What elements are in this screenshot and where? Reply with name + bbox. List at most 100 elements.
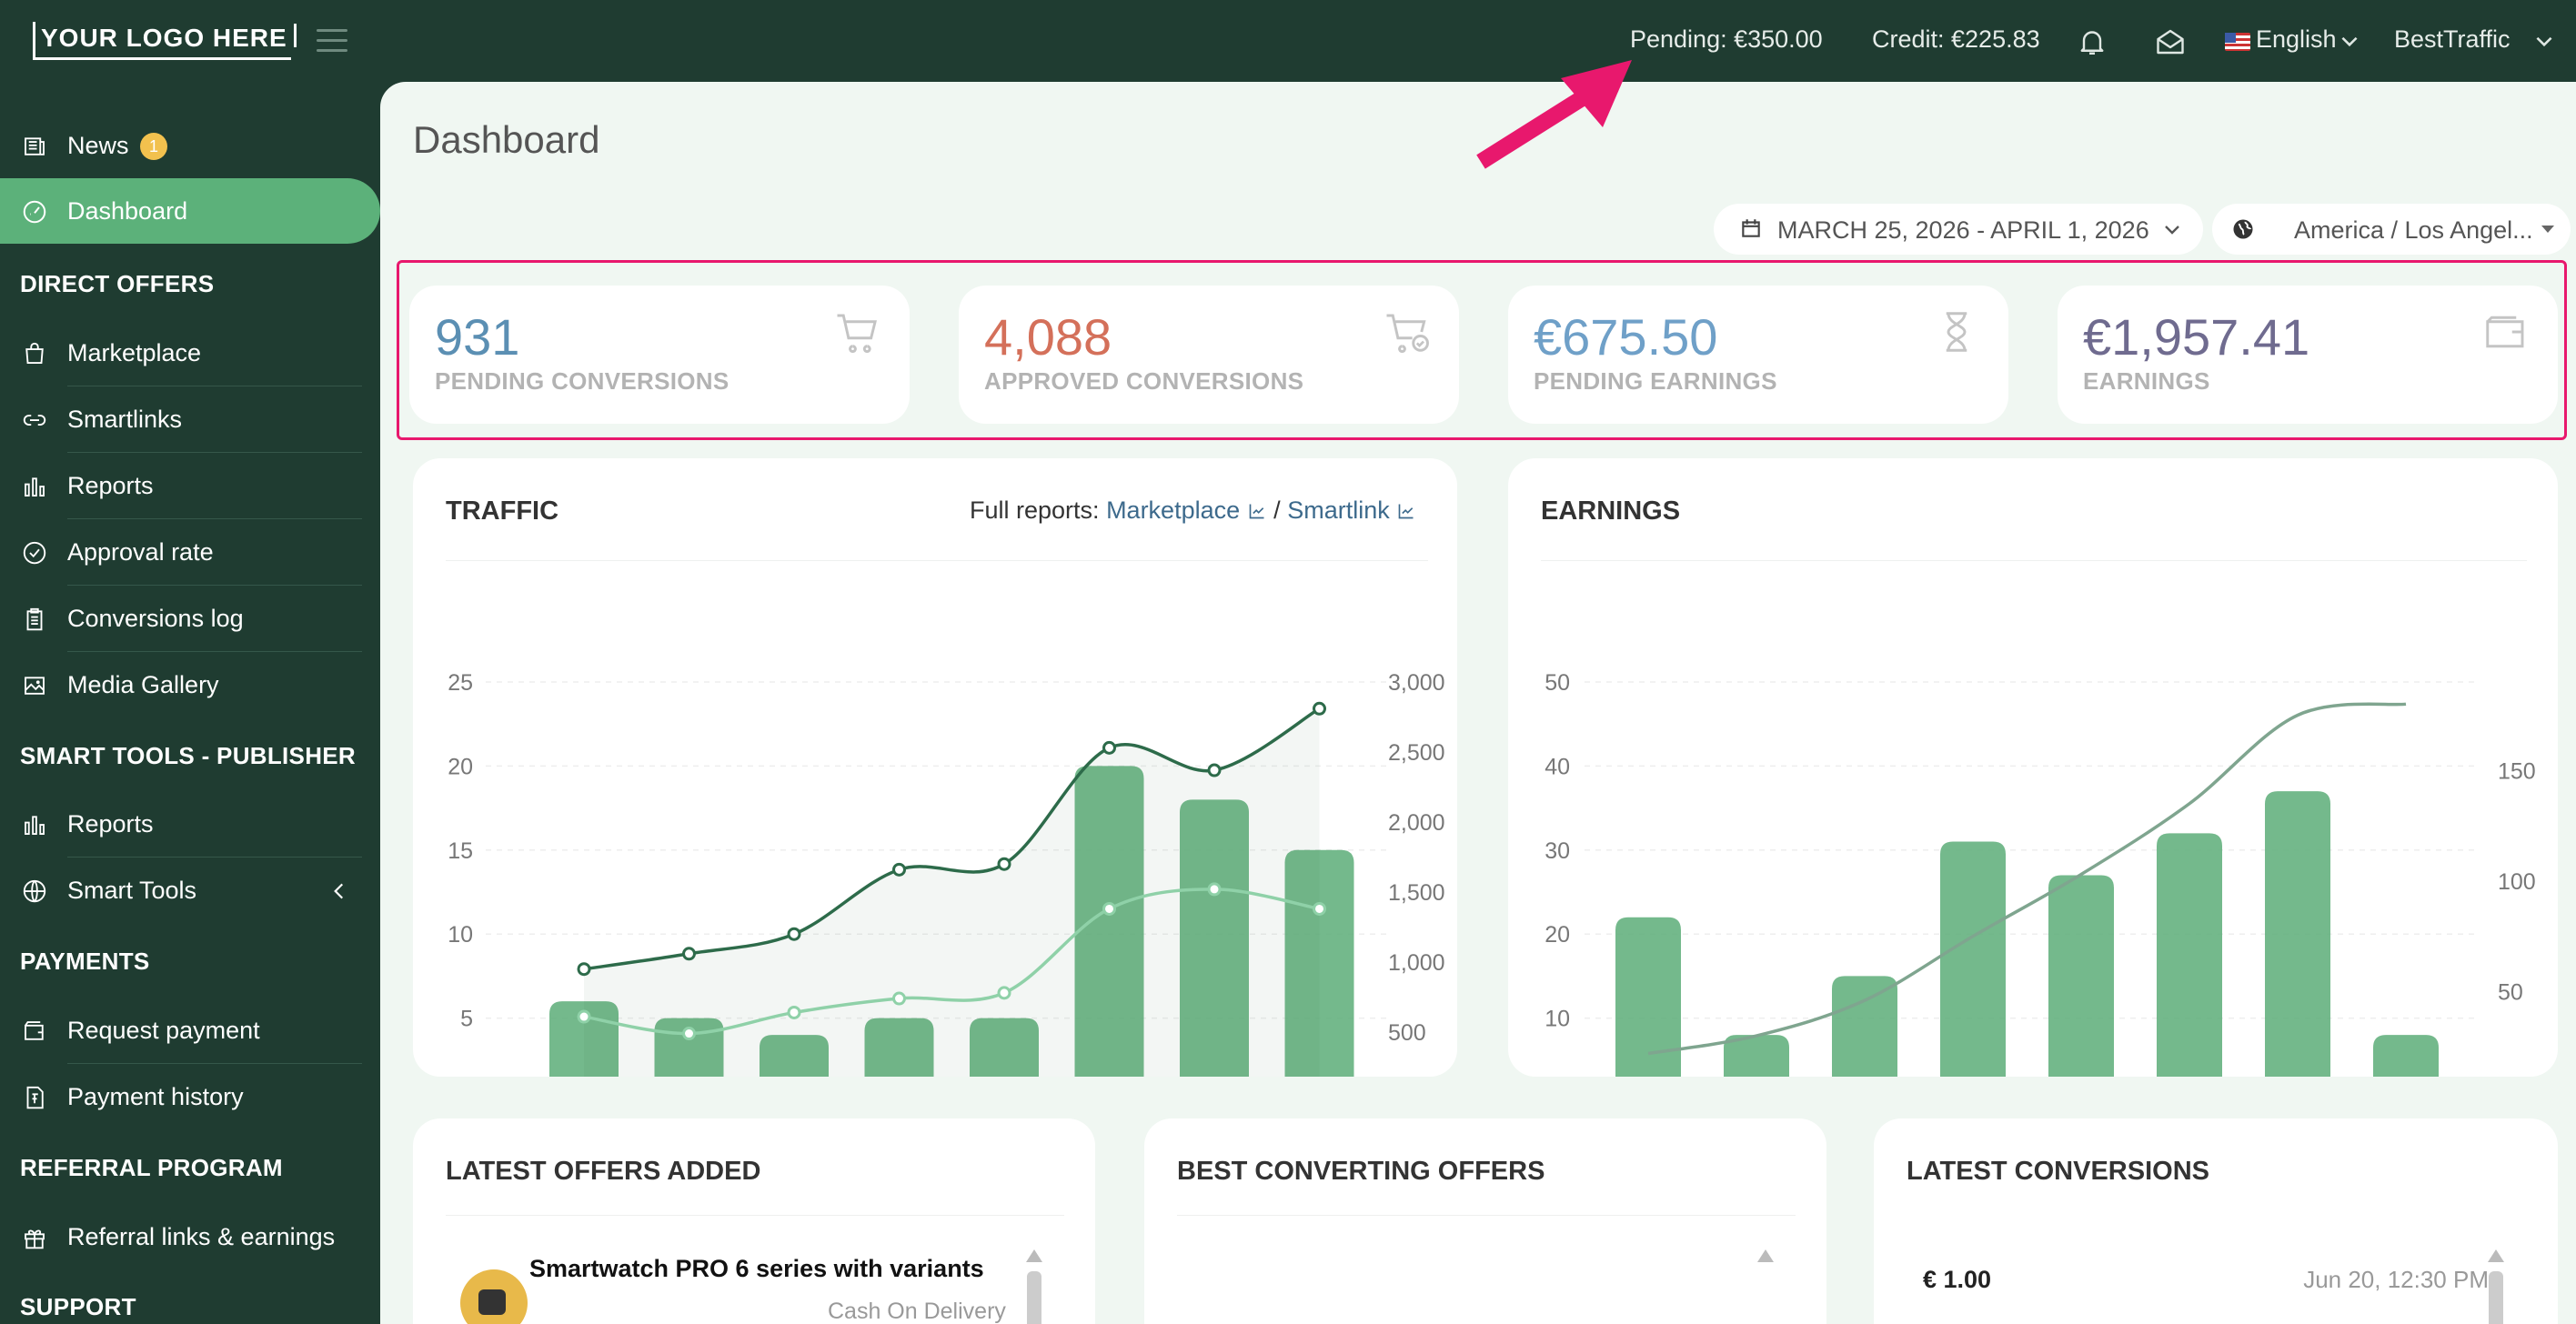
language-select[interactable]: English <box>2256 25 2337 53</box>
scroll-up-icon[interactable] <box>1757 1249 1774 1262</box>
bar <box>760 1035 829 1077</box>
globe-icon <box>23 879 46 903</box>
section-heading-support: SUPPORT <box>20 1293 136 1320</box>
receipt-icon <box>26 1086 44 1109</box>
data-point <box>682 1027 696 1041</box>
timezone-select[interactable]: America / Los Angel... <box>2212 204 2571 255</box>
caret-down-icon <box>2541 226 2554 233</box>
sidebar-item-media-gallery[interactable]: Media Gallery <box>0 652 380 717</box>
sidebar-item-marketplace[interactable]: Marketplace <box>0 320 380 386</box>
offer-name[interactable]: Smartwatch PRO 6 series with variants <box>529 1255 984 1282</box>
offer-thumbnail[interactable] <box>460 1269 528 1324</box>
pending-balance: Pending: €350.00 <box>1630 25 1823 53</box>
y2-tick-label: 100 <box>2498 869 2536 895</box>
latest-offers-title: LATEST OFFERS ADDED <box>446 1157 761 1186</box>
newspaper-icon <box>25 137 45 155</box>
logo[interactable]: YOUR LOGO HERE <box>33 22 297 60</box>
divider <box>1541 560 2527 561</box>
divider <box>67 1063 362 1064</box>
account-menu[interactable]: BestTraffic <box>2394 25 2511 53</box>
divider <box>67 452 362 453</box>
earnings-chart: 01020304050050100150Mar 25Mar 26Mar 27Ma… <box>1545 670 2536 1077</box>
us-flag-icon <box>2225 33 2250 51</box>
data-point <box>1102 740 1116 755</box>
stat-value: €675.50 <box>1534 308 1718 366</box>
latest-offers-card: LATEST OFFERS ADDED Smartwatch PRO 6 ser… <box>413 1118 1095 1324</box>
sidebar-item-smartlinks[interactable]: Smartlinks <box>0 386 380 452</box>
bar <box>1724 1035 1789 1077</box>
data-point <box>1102 901 1116 916</box>
data-point <box>682 947 696 961</box>
divider <box>67 651 362 652</box>
date-range-picker[interactable]: MARCH 25, 2026 - APRIL 1, 2026 <box>1714 204 2203 255</box>
line-chart-icon <box>1249 504 1264 519</box>
data-point <box>1207 882 1222 897</box>
y-tick-label: 15 <box>448 838 473 864</box>
y2-tick-label: 500 <box>1388 1020 1426 1046</box>
bar-chart-icon <box>25 477 45 496</box>
sidebar-item-smart-reports[interactable]: Reports <box>0 791 380 857</box>
scroll-up-icon[interactable] <box>2488 1249 2504 1262</box>
smartlink-report-link[interactable]: Smartlink <box>1287 496 1416 524</box>
data-point <box>577 1009 591 1024</box>
page-title: Dashboard <box>413 118 600 161</box>
marketplace-report-link[interactable]: Marketplace <box>1106 496 1267 524</box>
menu-toggle-icon[interactable] <box>317 29 347 53</box>
link-icon <box>23 415 46 426</box>
sidebar-item-label: Approval rate <box>67 538 214 566</box>
scrollbar-thumb[interactable] <box>1027 1271 1041 1324</box>
bar <box>1284 849 1354 1077</box>
earnings-card: EARNINGS 01020304050050100150Mar 25Mar 2… <box>1508 458 2558 1077</box>
stat-card-earnings: €1,957.41 EARNINGS <box>2058 286 2558 424</box>
envelope-open-icon[interactable] <box>2154 25 2187 58</box>
sidebar-item-label: Request payment <box>67 1017 260 1044</box>
chevron-down-icon <box>2165 226 2179 235</box>
sidebar-item-dashboard[interactable]: Dashboard <box>0 178 380 244</box>
y2-tick-label: 1,000 <box>1388 950 1445 976</box>
data-point <box>1313 901 1326 916</box>
bar <box>864 1018 934 1077</box>
stat-label: APPROVED CONVERSIONS <box>984 367 1304 395</box>
sidebar-item-request-payment[interactable]: Request payment <box>0 998 380 1063</box>
y-tick-label: 30 <box>1545 838 1570 864</box>
divider <box>67 585 362 586</box>
scroll-up-icon[interactable] <box>1026 1249 1042 1262</box>
cart-icon <box>837 314 877 353</box>
traffic-title: TRAFFIC <box>446 496 559 526</box>
divider <box>67 857 362 858</box>
sidebar-item-reports[interactable]: Reports <box>0 453 380 518</box>
sidebar-item-smart-tools[interactable]: Smart Tools <box>0 858 380 923</box>
stat-value: €1,957.41 <box>2083 308 2310 366</box>
sidebar-item-label: Payment history <box>67 1083 244 1110</box>
y-tick-label: 40 <box>1545 754 1570 779</box>
shopping-bag-icon <box>25 342 44 364</box>
scrollbar-thumb[interactable] <box>2489 1271 2503 1324</box>
data-point <box>787 1005 801 1019</box>
y-tick-label: 50 <box>1545 670 1570 696</box>
divider <box>67 518 362 519</box>
y2-tick-label: 3,000 <box>1388 670 1445 696</box>
chevron-left-icon[interactable] <box>327 879 351 903</box>
sidebar-item-payment-history[interactable]: Payment history <box>0 1064 380 1129</box>
sidebar-item-referral-links[interactable]: Referral links & earnings <box>0 1204 380 1269</box>
calendar-icon <box>1742 219 1760 237</box>
chevron-down-icon <box>2341 36 2358 47</box>
y2-tick-label: 50 <box>2498 979 2523 1005</box>
sidebar-item-approval-rate[interactable]: Approval rate <box>0 519 380 585</box>
data-point <box>997 857 1011 871</box>
sidebar-item-news[interactable]: News 1 <box>0 113 380 178</box>
stat-label: EARNINGS <box>2083 367 2210 395</box>
sidebar-item-label: News <box>67 132 129 159</box>
series-line <box>583 707 1321 971</box>
bell-icon[interactable] <box>2076 25 2108 58</box>
bar <box>1074 766 1144 1077</box>
sidebar-item-conversions-log[interactable]: Conversions log <box>0 586 380 651</box>
data-point <box>577 962 591 977</box>
bar <box>970 1018 1039 1077</box>
stat-label: PENDING EARNINGS <box>1534 367 1777 395</box>
image-icon <box>25 677 45 695</box>
stat-card-pending-conversions: 931 PENDING CONVERSIONS <box>409 286 910 424</box>
bar <box>2157 833 2222 1077</box>
bar <box>1832 976 1897 1077</box>
date-range-label: MARCH 25, 2026 - APRIL 1, 2026 <box>1777 216 2149 244</box>
